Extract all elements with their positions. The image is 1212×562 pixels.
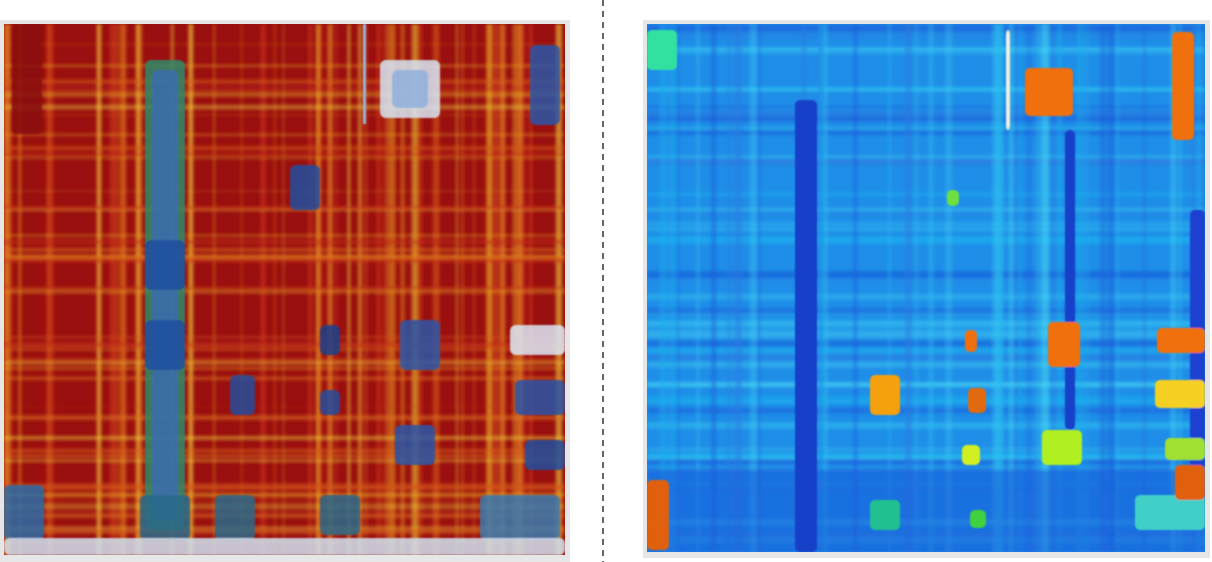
- texture-stripe: [4, 336, 565, 338]
- heat-blob: [962, 445, 980, 465]
- texture-stripe: [4, 289, 565, 293]
- heat-blob: [1175, 465, 1205, 500]
- heat-blob: [647, 480, 669, 550]
- texture-stripe: [4, 345, 565, 350]
- texture-stripe: [4, 286, 565, 289]
- texture-stripe: [4, 240, 565, 244]
- texture-stripe: [4, 349, 565, 351]
- texture-stripe: [4, 235, 565, 236]
- heat-blob: [4, 485, 44, 540]
- heat-blob: [320, 390, 340, 415]
- heat-blob: [525, 440, 565, 470]
- texture-stripe: [4, 259, 565, 263]
- texture-stripe: [4, 105, 565, 110]
- texture-band: [647, 470, 1205, 552]
- heat-blob: [1135, 495, 1205, 530]
- heat-blob: [515, 380, 565, 415]
- heat-blob: [152, 70, 178, 520]
- texture-stripe: [4, 65, 565, 67]
- heat-line: [363, 24, 366, 124]
- texture-stripe: [4, 485, 565, 490]
- heat-blob: [1006, 30, 1010, 130]
- heat-blob: [145, 240, 185, 290]
- heat-blob: [1172, 32, 1194, 140]
- heat-blob: [947, 190, 959, 206]
- texture-stripe: [4, 415, 565, 420]
- texture-stripe: [4, 454, 565, 457]
- heat-blob: [970, 510, 986, 528]
- texture-stripe: [4, 493, 565, 497]
- figure: [0, 0, 1212, 562]
- texture-stripe: [4, 377, 565, 381]
- heat-blob: [795, 100, 817, 552]
- texture-stripe: [4, 256, 565, 259]
- right-heatmap: [647, 24, 1208, 552]
- heat-blob: [510, 325, 565, 355]
- texture-stripe: [4, 79, 565, 84]
- heat-blob: [480, 495, 560, 540]
- heat-blob: [4, 538, 565, 555]
- heat-blob: [965, 330, 977, 352]
- texture-stripe: [4, 191, 565, 192]
- texture-stripe: [4, 146, 565, 150]
- texture-stripe: [4, 86, 565, 90]
- heat-blob: [215, 495, 255, 540]
- heat-blob: [647, 30, 677, 70]
- texture-stripe: [4, 95, 565, 97]
- texture-stripe: [4, 153, 565, 156]
- heat-blob: [230, 375, 255, 415]
- heat-blob: [1042, 430, 1082, 465]
- texture-stripe: [4, 44, 565, 46]
- heat-blob: [1157, 328, 1205, 353]
- texture-stripe: [4, 206, 565, 211]
- heat-blob: [1065, 130, 1075, 430]
- texture-stripe: [4, 134, 565, 136]
- texture-stripe: [4, 254, 565, 257]
- heat-blob: [320, 325, 340, 355]
- texture-stripe: [4, 157, 565, 159]
- page: (() => { const data = JSON.parse(documen…: [0, 0, 1212, 562]
- heat-blob: [395, 425, 435, 465]
- heat-blob: [1165, 438, 1205, 460]
- heat-blob: [12, 24, 42, 134]
- texture-stripe: [4, 114, 565, 115]
- heat-blob: [290, 165, 320, 210]
- heat-blob: [968, 388, 986, 413]
- texture-stripe: [4, 248, 565, 252]
- heat-blob: [1048, 322, 1080, 367]
- heat-blob: [870, 375, 900, 415]
- heat-blob: [400, 320, 440, 370]
- heat-blob: [140, 495, 190, 540]
- texture-stripe: [4, 367, 565, 370]
- heat-blob: [870, 500, 900, 530]
- texture-stripe: [4, 341, 565, 342]
- texture-stripe: [4, 405, 565, 407]
- heat-blob: [145, 320, 185, 370]
- heat-blob: [1025, 68, 1073, 116]
- heat-blob: [320, 495, 360, 535]
- left-heatmap: [4, 24, 565, 555]
- heat-blob: [530, 45, 560, 125]
- texture-stripe: [4, 460, 565, 462]
- heat-blob: [392, 70, 428, 108]
- texture-stripe: [4, 358, 565, 362]
- texture-stripe: [4, 92, 565, 94]
- texture-stripe: [4, 436, 565, 440]
- texture-stripe: [4, 450, 565, 451]
- heat-blob: [1155, 380, 1205, 408]
